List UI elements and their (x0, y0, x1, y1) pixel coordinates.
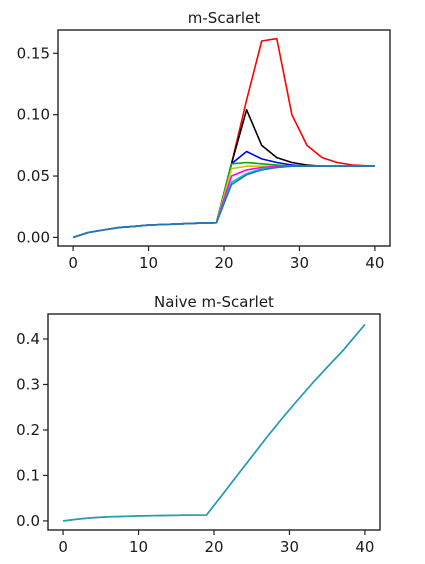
series-line (63, 323, 366, 522)
plot-frame (47, 313, 381, 531)
series-line (72, 37, 375, 239)
x-tick-label: 10 (129, 538, 148, 556)
chart-m-scarlet: m-Scarlet 0 10 20 30 40 0.00 0.05 0.10 0.15 (17, 9, 391, 272)
y-tick-label: 0.05 (17, 167, 50, 185)
series-line (72, 109, 375, 239)
y-tick-label: 0.2 (16, 421, 40, 439)
plot-lines (63, 323, 366, 522)
y-tick-label: 0.15 (17, 44, 50, 62)
series-line (72, 165, 375, 239)
chart-title: Naive m-Scarlet (154, 293, 274, 311)
x-tick-label: 40 (355, 538, 374, 556)
plot-frame (57, 29, 391, 247)
x-tick-label: 0 (68, 254, 78, 272)
x-tick-label: 30 (290, 254, 309, 272)
y-tick-label: 0.4 (16, 330, 40, 348)
series-line (63, 323, 366, 522)
chart-naive-m-scarlet: Naive m-Scarlet 0 10 20 30 40 0.00.10.20.30.… (16, 293, 381, 556)
x-tick-label: 20 (204, 538, 223, 556)
x-tick-label: 30 (280, 538, 299, 556)
x-axis: 0 10 20 30 40 (68, 246, 384, 272)
x-tick-label: 0 (58, 538, 68, 556)
y-tick-label: 0.3 (16, 375, 40, 393)
x-tick-label: 20 (214, 254, 233, 272)
y-tick-label: 0.10 (17, 106, 50, 124)
y-tick-label: 0.1 (16, 466, 40, 484)
x-tick-label: 40 (365, 254, 384, 272)
chart-title: m-Scarlet (188, 9, 261, 27)
x-axis: 0 10 20 30 40 (58, 530, 374, 556)
y-axis: 0.0 0.1 0.2 0.3 0.4 (16, 330, 48, 530)
y-tick-label: 0.00 (17, 228, 50, 246)
x-tick-label: 10 (139, 254, 158, 272)
y-axis: 0.00 0.05 0.10 0.15 (17, 44, 58, 246)
plot-lines (72, 37, 375, 239)
y-tick-label: 0.0 (16, 512, 40, 530)
